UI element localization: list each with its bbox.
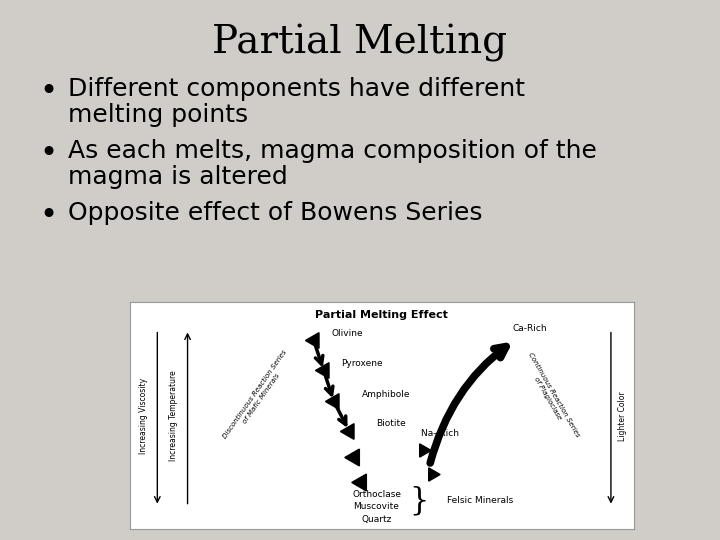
Text: Lighter Color: Lighter Color [618,391,627,441]
Text: Increasing Temperature: Increasing Temperature [169,370,179,461]
Text: Felsic Minerals: Felsic Minerals [447,496,513,505]
Text: Ca-Rich: Ca-Rich [513,324,547,333]
Text: Olivine: Olivine [331,328,363,338]
Text: Na- Rich: Na- Rich [421,429,459,438]
Text: Pyroxene: Pyroxene [341,359,383,368]
Text: Partial Melting: Partial Melting [212,24,508,62]
Text: melting points: melting points [68,103,248,126]
Text: Amphibole: Amphibole [361,390,410,399]
Text: }: } [410,485,429,516]
Text: Increasing Viscosity: Increasing Viscosity [139,378,148,454]
Text: •: • [40,201,58,230]
Text: Biotite: Biotite [377,419,406,428]
Text: Continuous Reaction Series
of Plagioclase: Continuous Reaction Series of Plagioclas… [521,352,580,442]
Text: Orthoclase
Muscovite
Quartz: Orthoclase Muscovite Quartz [352,489,401,523]
Text: Discontinuous Reaction Series
of Mafic Minerals: Discontinuous Reaction Series of Mafic M… [222,349,294,444]
Text: Opposite effect of Bowens Series: Opposite effect of Bowens Series [68,201,483,225]
Text: •: • [40,77,58,106]
Text: magma is altered: magma is altered [68,165,288,189]
Text: As each melts, magma composition of the: As each melts, magma composition of the [68,139,598,163]
Text: •: • [40,139,58,168]
Text: Partial Melting Effect: Partial Melting Effect [315,310,448,320]
Text: Different components have different: Different components have different [68,77,526,100]
